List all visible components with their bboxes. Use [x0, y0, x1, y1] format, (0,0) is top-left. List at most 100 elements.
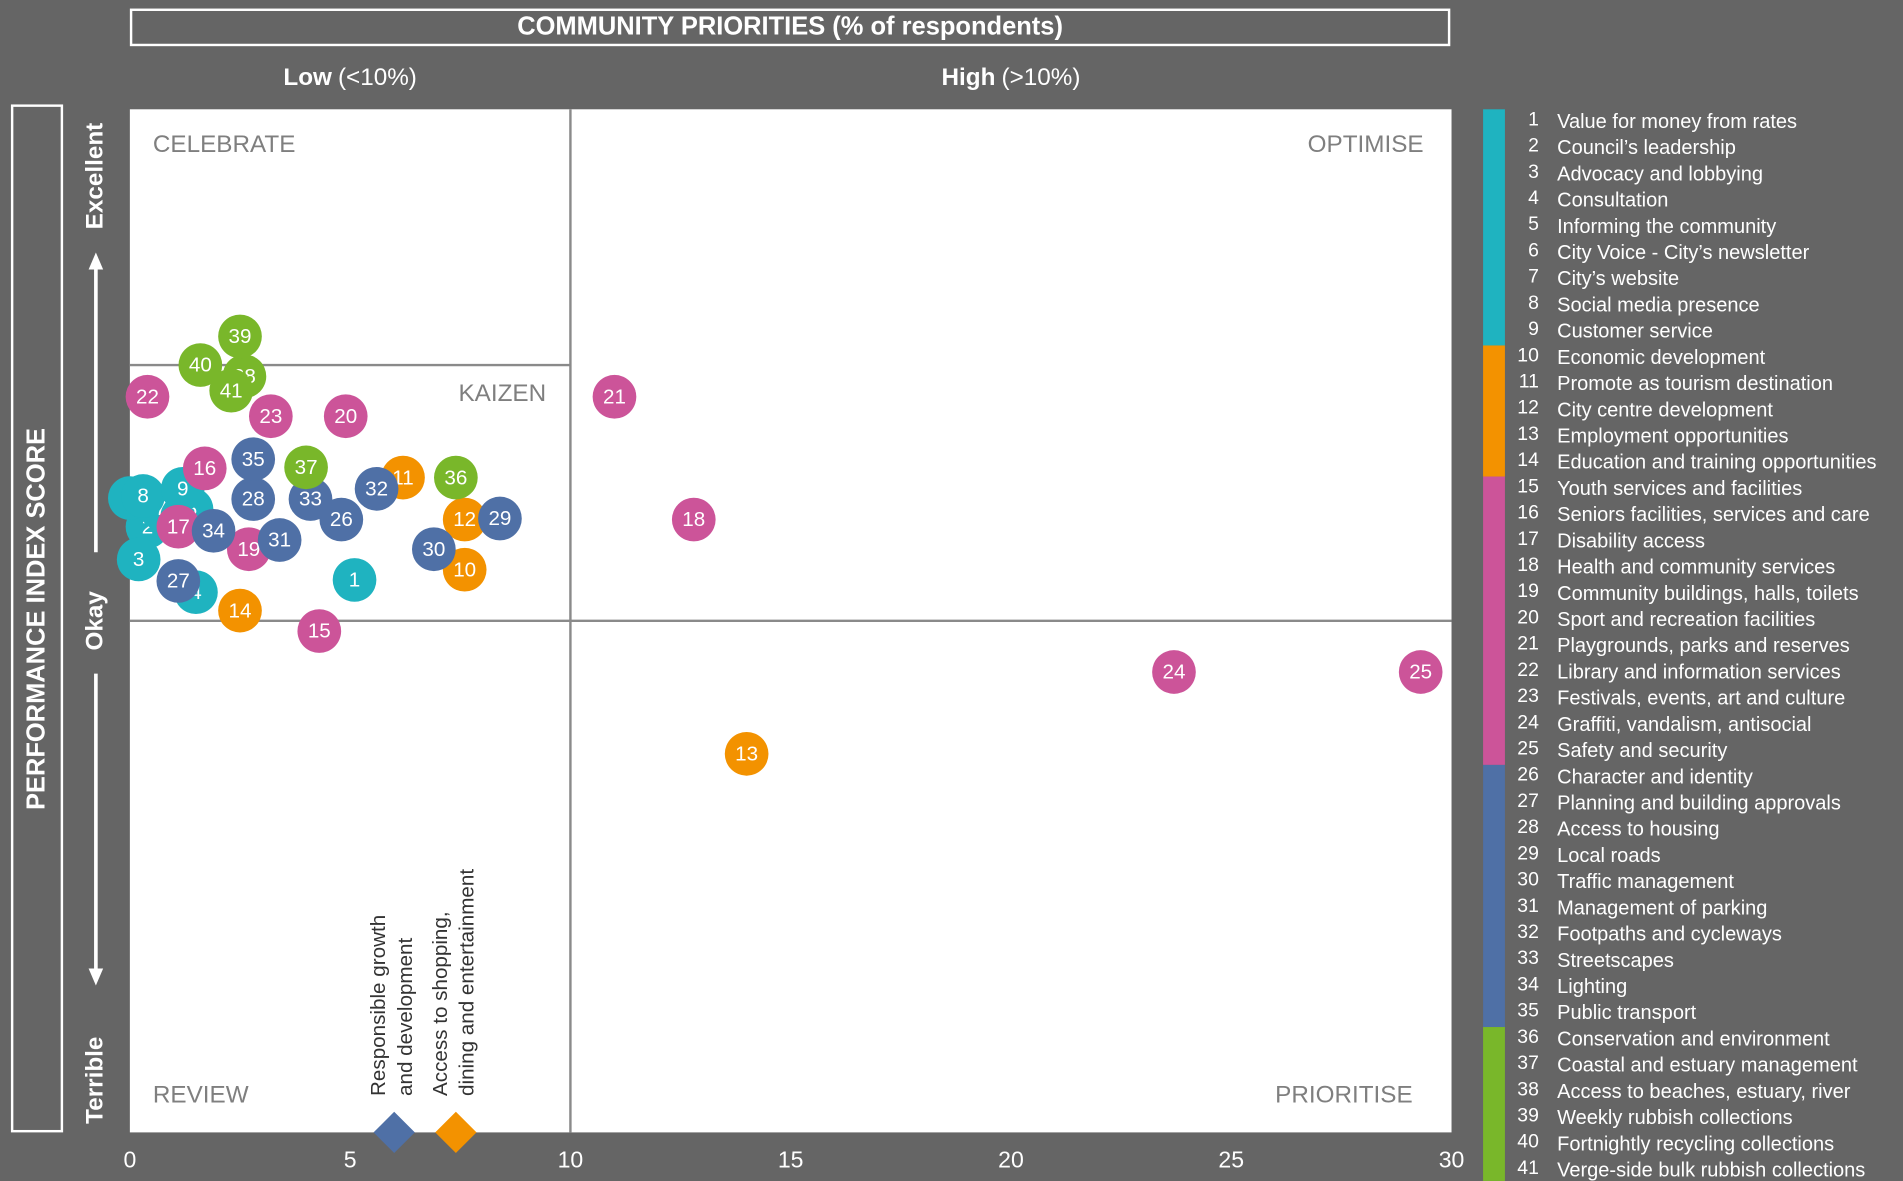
marker-label: dining and entertainment [455, 869, 478, 1096]
x-tick-label: 5 [344, 1147, 357, 1173]
legend-number: 10 [1517, 344, 1539, 366]
point [191, 508, 236, 553]
point-label: 39 [229, 325, 252, 348]
point-label: 17 [167, 515, 190, 538]
x-tick-label: 30 [1439, 1147, 1465, 1173]
point-label: 32 [365, 478, 388, 501]
point-label: 27 [167, 570, 190, 593]
point [231, 477, 276, 521]
point-label: 23 [259, 405, 282, 428]
legend-label: Access to housing [1557, 819, 1719, 841]
point [442, 547, 487, 592]
y-arrows [88, 252, 104, 986]
legend-number: 18 [1517, 554, 1539, 576]
point-label: 15 [308, 620, 331, 643]
point [319, 497, 364, 542]
point-label: 14 [229, 599, 252, 622]
legend-label: Customer service [1557, 321, 1713, 343]
legend-number: 13 [1517, 423, 1539, 445]
legend-number: 36 [1517, 1026, 1539, 1048]
point [1152, 650, 1196, 694]
point-label: 36 [444, 466, 467, 489]
legend-label: Access to beaches, estuary, river [1557, 1081, 1851, 1103]
legend-number: 8 [1528, 292, 1539, 314]
y-tick-label: Terrible [81, 1037, 108, 1124]
y-tick-label: Excellent [81, 123, 108, 230]
point [121, 474, 165, 518]
legend-number: 22 [1517, 659, 1539, 681]
point [231, 437, 276, 482]
point [297, 609, 342, 653]
legend-label: Coastal and estuary management [1557, 1055, 1858, 1077]
legend-label: Public transport [1557, 1002, 1697, 1024]
quadrant-label: KAIZEN [458, 380, 546, 407]
legend-label: Lighting [1557, 976, 1627, 998]
point-label: 40 [189, 354, 212, 377]
point-label: 19 [237, 538, 260, 561]
legend-label: Value for money from rates [1557, 111, 1797, 133]
legend-number: 32 [1517, 921, 1539, 943]
x-tick-label: 20 [998, 1147, 1024, 1173]
legend-number: 24 [1517, 711, 1539, 733]
legend-number: 19 [1517, 580, 1539, 602]
legend-number: 26 [1517, 764, 1539, 786]
legend-number: 9 [1528, 318, 1539, 340]
legend-color-bar [1483, 1027, 1505, 1181]
point [411, 527, 456, 572]
legend-color-bar [1483, 764, 1505, 1028]
legend-label: Seniors facilities, services and care [1557, 504, 1870, 526]
legend-label: Promote as tourism destination [1557, 373, 1833, 395]
point [592, 374, 637, 419]
legend-label: Safety and security [1557, 740, 1727, 762]
legend-number: 30 [1517, 869, 1539, 891]
legend-label: Conservation and environment [1557, 1028, 1830, 1050]
legend-label: Local roads [1557, 845, 1660, 867]
point-label: 20 [334, 405, 357, 428]
legend-label: Economic development [1557, 347, 1765, 369]
point-label: 34 [202, 519, 225, 542]
point-label: 16 [193, 457, 216, 480]
y-title-box [10, 104, 64, 1133]
column-label: Low (<10%) [283, 64, 417, 91]
legend-number: 29 [1517, 842, 1539, 864]
legend-label: Footpaths and cycleways [1557, 924, 1782, 946]
column-label-rest: (<10%) [338, 64, 417, 91]
point-label: 13 [735, 743, 758, 766]
legend-label: Sport and recreation facilities [1557, 609, 1815, 631]
column-label-strong: High [942, 64, 996, 91]
legend-number: 28 [1517, 816, 1539, 838]
legend-color-bar [1483, 476, 1505, 765]
legend-color-bar [1483, 109, 1505, 346]
legend-label: Streetscapes [1557, 950, 1674, 972]
point [209, 368, 254, 413]
point-label: 29 [488, 507, 511, 530]
point-label: 24 [1162, 661, 1185, 684]
legend-label: Health and community services [1557, 557, 1835, 579]
marker-label: and development [394, 937, 417, 1096]
quadrant-label: OPTIMISE [1308, 131, 1424, 158]
legend-label: City’s website [1557, 268, 1679, 290]
legend-label: Disability access [1557, 530, 1705, 552]
column-label-strong: Low [283, 64, 332, 91]
legend-label: Advocacy and lobbying [1557, 163, 1763, 185]
point-label: 21 [603, 385, 626, 408]
point-label: 28 [242, 488, 265, 511]
legend-number: 1 [1528, 108, 1539, 130]
title-box [129, 8, 1451, 47]
marker-label: Access to shopping, [429, 911, 452, 1096]
legend-label: Social media presence [1557, 294, 1759, 316]
point [116, 537, 161, 582]
legend-number: 39 [1517, 1104, 1539, 1126]
column-label: High (>10%) [942, 64, 1081, 91]
legend-label: City centre development [1557, 399, 1773, 421]
point-label: 12 [453, 508, 476, 531]
point-label: 18 [682, 508, 705, 531]
point [178, 343, 223, 387]
legend-number: 35 [1517, 1000, 1539, 1022]
point-label: 41 [220, 379, 243, 402]
point [125, 374, 170, 419]
point [354, 467, 399, 511]
marker-diamond [435, 1111, 477, 1154]
legend-label: Library and information services [1557, 661, 1841, 683]
